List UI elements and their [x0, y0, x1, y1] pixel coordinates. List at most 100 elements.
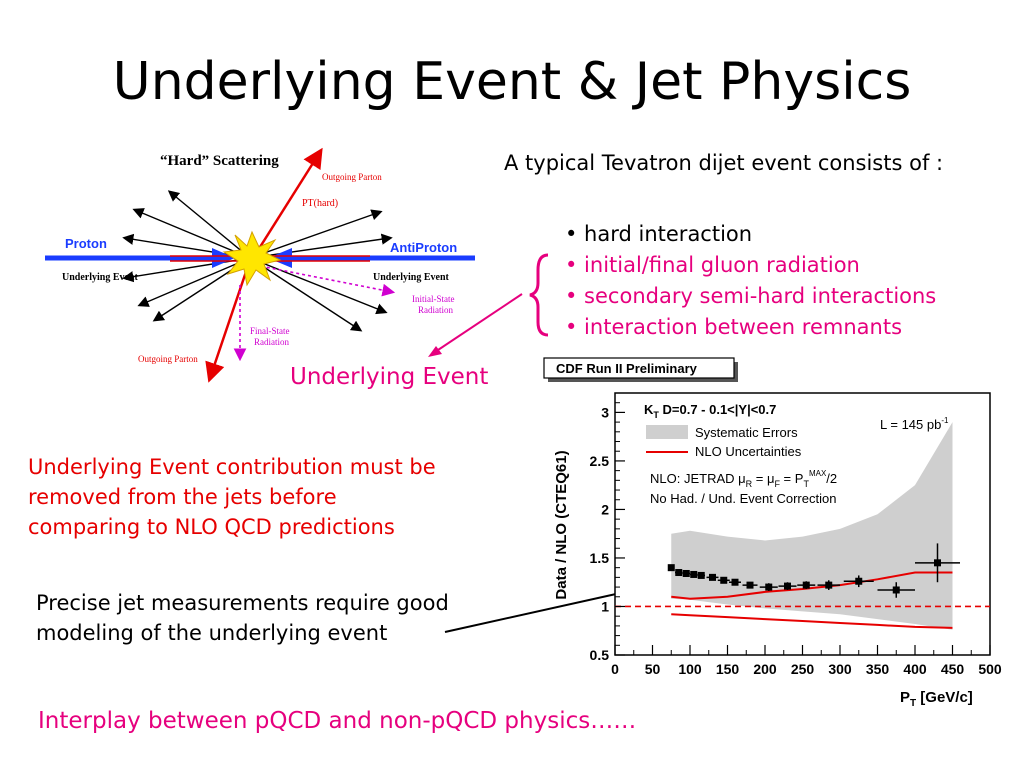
data-marker — [802, 581, 810, 589]
legend-systematic-label: Systematic Errors — [695, 425, 798, 440]
data-marker — [784, 582, 791, 590]
hard-scattering-diagram: “Hard” Scattering Outgoing Parton PT(har… — [45, 147, 475, 383]
data-point — [717, 576, 730, 584]
x-tick-label: 250 — [791, 661, 815, 677]
y-tick-label: 1 — [601, 598, 609, 614]
isr-label-1: Initial-State — [412, 294, 455, 304]
ue-note-line: comparing to NLO QCD predictions — [28, 515, 395, 539]
antiproton-label: AntiProton — [390, 240, 457, 255]
x-tick-label: 200 — [753, 661, 777, 677]
nlo-info-line-1: NLO: JETRAD μR = μF = PTMAX/2 — [650, 469, 837, 489]
intro-text: A typical Tevatron dijet event consists … — [504, 151, 944, 175]
jet-note-line: modeling of the underlying event — [36, 621, 388, 645]
data-marker — [765, 583, 773, 591]
pt-hard-label: PT(hard) — [302, 198, 338, 209]
nlo-upper-line — [671, 571, 953, 600]
data-marker — [690, 570, 698, 578]
x-tick-label: 400 — [903, 661, 927, 677]
data-point — [697, 571, 705, 579]
footer-text: Interplay between pQCD and non-pQCD phys… — [38, 708, 637, 734]
ue-arrow — [137, 257, 251, 307]
legend-systematic-swatch — [646, 425, 688, 439]
y-axis-label: Data / NLO (CTEQ61) — [553, 450, 570, 599]
ue-note-line: removed from the jets before — [28, 485, 337, 509]
outgoing-parton-bottom-label: Outgoing Parton — [138, 354, 198, 364]
ue-arrow — [132, 208, 251, 259]
data-marker — [682, 569, 690, 577]
data-marker — [746, 581, 754, 589]
pointer-arrow-head — [428, 346, 442, 357]
x-tick-label: 300 — [828, 661, 852, 677]
data-point — [915, 543, 960, 583]
fsr-label-2: Radiation — [254, 337, 289, 347]
data-marker — [720, 576, 728, 584]
data-point — [682, 569, 690, 577]
ue-arrow — [249, 233, 393, 259]
data-point — [877, 582, 915, 598]
bullet-gluon-radiation: • initial/final gluon radiation — [565, 253, 860, 277]
data-point — [797, 581, 816, 590]
banner-box — [543, 357, 735, 379]
outgoing-parton-top — [253, 147, 323, 256]
curly-brace — [529, 253, 549, 337]
bullet-remnants: • interaction between remnants — [565, 315, 903, 339]
ue-left-label: Underlying Event — [62, 272, 139, 283]
proton-label: Proton — [65, 236, 107, 251]
bullet-hard-interaction: • hard interaction — [565, 222, 753, 246]
ue-arrow — [249, 257, 388, 315]
data-point — [690, 570, 698, 578]
data-marker — [855, 577, 863, 585]
proton-arrow-head — [212, 248, 235, 268]
brace-arrow-graphic — [428, 253, 549, 357]
x-tick-label: 50 — [645, 661, 661, 677]
x-axis-label-sub: T — [910, 698, 916, 709]
x-axis-label-rest: [GeV/c] — [916, 689, 973, 706]
y-tick-label: 2.5 — [590, 453, 610, 469]
outgoing-parton-bottom — [205, 259, 252, 383]
legend-nlo-label: NLO Uncertainties — [695, 444, 802, 459]
diagram-title: “Hard” Scattering — [160, 153, 279, 169]
y-tick-label: 3 — [601, 404, 609, 420]
slide-title: Underlying Event & Jet Physics — [112, 52, 912, 112]
nlo-layer — [671, 571, 953, 629]
data-marker — [731, 578, 739, 586]
data-point — [706, 573, 719, 581]
initial-state-radiation — [254, 264, 396, 297]
jet-note-line: Precise jet measurements require good — [36, 591, 449, 615]
legend-heading: KT D=0.7 - 0.1<|Y|<0.7 — [644, 402, 776, 420]
data-point — [817, 580, 840, 590]
x-tick-label: 450 — [941, 661, 965, 677]
pointer-arrow — [431, 293, 523, 355]
antiproton-arrow-head — [268, 248, 292, 268]
nlo-info-line-2: No Had. / Und. Event Correction — [650, 491, 836, 506]
ue-arrow — [249, 209, 383, 259]
outgoing-parton-top-label: Outgoing Parton — [322, 172, 382, 182]
y-tick-label: 0.5 — [590, 647, 610, 663]
ue-right-label: Underlying Event — [373, 272, 450, 283]
note-arrow — [444, 591, 626, 633]
underlying-event-label: Underlying Event — [290, 364, 489, 390]
nlo-lower-line — [671, 613, 953, 629]
cdf-ratio-chart: CDF Run II Preliminary 0 50 100 150 200 250 30… — [543, 357, 1002, 709]
x-tick-label: 350 — [866, 661, 890, 677]
x-axis-label-main: P — [900, 689, 910, 706]
lumi-label: L = 145 pb-1 — [880, 416, 949, 432]
ue-note: Underlying Event contribution must be re… — [28, 452, 436, 542]
x-tick-label: 100 — [678, 661, 702, 677]
collision-star — [222, 230, 282, 287]
data-points-layer — [667, 543, 960, 598]
chart-banner: CDF Run II Preliminary — [556, 361, 698, 376]
isr-label-2: Radiation — [418, 305, 453, 315]
bullet-semi-hard: • secondary semi-hard interactions — [565, 284, 937, 308]
data-marker — [825, 581, 833, 589]
ticks-layer: 0 50 100 150 200 250 300 350 400 450 500 0.5 1 1.5 2 2.… — [590, 402, 1002, 677]
data-marker — [675, 569, 683, 577]
data-marker — [934, 559, 941, 567]
x-tick-label: 0 — [611, 661, 619, 677]
data-point — [742, 581, 758, 589]
data-point — [675, 569, 683, 577]
data-point — [843, 575, 874, 588]
x-tick-label: 500 — [978, 661, 1002, 677]
x-tick-label: 150 — [716, 661, 740, 677]
data-marker — [892, 586, 900, 594]
